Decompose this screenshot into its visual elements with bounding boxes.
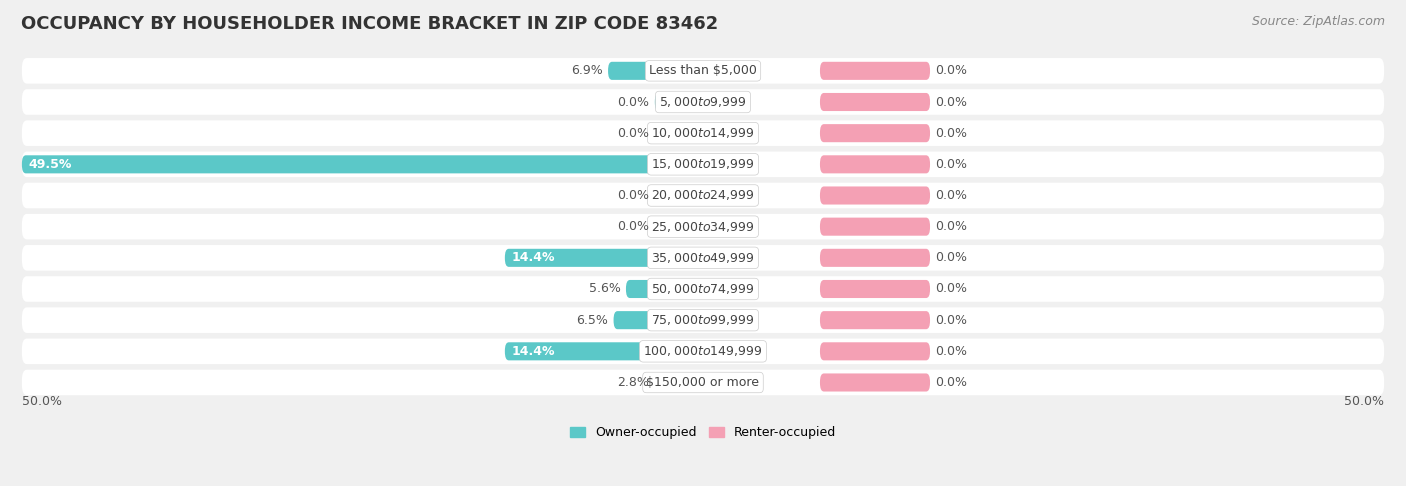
Text: $150,000 or more: $150,000 or more bbox=[647, 376, 759, 389]
Text: $10,000 to $14,999: $10,000 to $14,999 bbox=[651, 126, 755, 140]
Text: 0.0%: 0.0% bbox=[935, 376, 967, 389]
Text: OCCUPANCY BY HOUSEHOLDER INCOME BRACKET IN ZIP CODE 83462: OCCUPANCY BY HOUSEHOLDER INCOME BRACKET … bbox=[21, 15, 718, 33]
Text: 50.0%: 50.0% bbox=[1344, 395, 1384, 408]
Text: $50,000 to $74,999: $50,000 to $74,999 bbox=[651, 282, 755, 296]
FancyBboxPatch shape bbox=[22, 276, 1384, 302]
FancyBboxPatch shape bbox=[613, 311, 703, 329]
FancyBboxPatch shape bbox=[820, 124, 929, 142]
FancyBboxPatch shape bbox=[820, 62, 929, 80]
FancyBboxPatch shape bbox=[655, 373, 703, 392]
FancyBboxPatch shape bbox=[22, 339, 1384, 364]
Text: 0.0%: 0.0% bbox=[935, 313, 967, 327]
FancyBboxPatch shape bbox=[22, 89, 1384, 115]
FancyBboxPatch shape bbox=[22, 58, 1384, 84]
FancyBboxPatch shape bbox=[22, 370, 1384, 395]
FancyBboxPatch shape bbox=[22, 307, 1384, 333]
FancyBboxPatch shape bbox=[505, 249, 703, 267]
FancyBboxPatch shape bbox=[820, 218, 929, 236]
Text: 0.0%: 0.0% bbox=[617, 189, 650, 202]
Text: $20,000 to $24,999: $20,000 to $24,999 bbox=[651, 189, 755, 203]
FancyBboxPatch shape bbox=[607, 62, 703, 80]
Text: $100,000 to $149,999: $100,000 to $149,999 bbox=[644, 344, 762, 358]
FancyBboxPatch shape bbox=[655, 187, 703, 205]
Text: 2.8%: 2.8% bbox=[617, 376, 650, 389]
Text: 0.0%: 0.0% bbox=[617, 96, 650, 108]
Text: 14.4%: 14.4% bbox=[512, 251, 555, 264]
Text: 0.0%: 0.0% bbox=[935, 189, 967, 202]
Text: 0.0%: 0.0% bbox=[935, 158, 967, 171]
FancyBboxPatch shape bbox=[655, 93, 703, 111]
FancyBboxPatch shape bbox=[22, 121, 1384, 146]
Text: 49.5%: 49.5% bbox=[28, 158, 72, 171]
Text: Source: ZipAtlas.com: Source: ZipAtlas.com bbox=[1251, 15, 1385, 28]
Text: 6.9%: 6.9% bbox=[571, 64, 603, 77]
FancyBboxPatch shape bbox=[655, 218, 703, 236]
FancyBboxPatch shape bbox=[820, 373, 929, 392]
Text: $15,000 to $19,999: $15,000 to $19,999 bbox=[651, 157, 755, 172]
Text: 14.4%: 14.4% bbox=[512, 345, 555, 358]
FancyBboxPatch shape bbox=[820, 280, 929, 298]
Text: $25,000 to $34,999: $25,000 to $34,999 bbox=[651, 220, 755, 234]
Text: 50.0%: 50.0% bbox=[22, 395, 62, 408]
FancyBboxPatch shape bbox=[505, 342, 703, 360]
FancyBboxPatch shape bbox=[22, 245, 1384, 271]
FancyBboxPatch shape bbox=[820, 156, 929, 174]
FancyBboxPatch shape bbox=[820, 249, 929, 267]
Text: 0.0%: 0.0% bbox=[935, 345, 967, 358]
Text: 0.0%: 0.0% bbox=[935, 96, 967, 108]
Text: Less than $5,000: Less than $5,000 bbox=[650, 64, 756, 77]
Legend: Owner-occupied, Renter-occupied: Owner-occupied, Renter-occupied bbox=[565, 421, 841, 444]
FancyBboxPatch shape bbox=[22, 156, 703, 174]
Text: 0.0%: 0.0% bbox=[935, 127, 967, 139]
Text: $5,000 to $9,999: $5,000 to $9,999 bbox=[659, 95, 747, 109]
Text: $35,000 to $49,999: $35,000 to $49,999 bbox=[651, 251, 755, 265]
Text: 0.0%: 0.0% bbox=[935, 220, 967, 233]
Text: $75,000 to $99,999: $75,000 to $99,999 bbox=[651, 313, 755, 327]
FancyBboxPatch shape bbox=[626, 280, 703, 298]
Text: 0.0%: 0.0% bbox=[935, 282, 967, 295]
Text: 0.0%: 0.0% bbox=[935, 64, 967, 77]
FancyBboxPatch shape bbox=[820, 311, 929, 329]
FancyBboxPatch shape bbox=[22, 152, 1384, 177]
Text: 6.5%: 6.5% bbox=[576, 313, 607, 327]
FancyBboxPatch shape bbox=[820, 187, 929, 205]
Text: 0.0%: 0.0% bbox=[617, 220, 650, 233]
FancyBboxPatch shape bbox=[22, 214, 1384, 240]
Text: 0.0%: 0.0% bbox=[617, 127, 650, 139]
FancyBboxPatch shape bbox=[22, 183, 1384, 208]
Text: 5.6%: 5.6% bbox=[589, 282, 620, 295]
FancyBboxPatch shape bbox=[655, 124, 703, 142]
FancyBboxPatch shape bbox=[820, 342, 929, 360]
Text: 0.0%: 0.0% bbox=[935, 251, 967, 264]
FancyBboxPatch shape bbox=[820, 93, 929, 111]
